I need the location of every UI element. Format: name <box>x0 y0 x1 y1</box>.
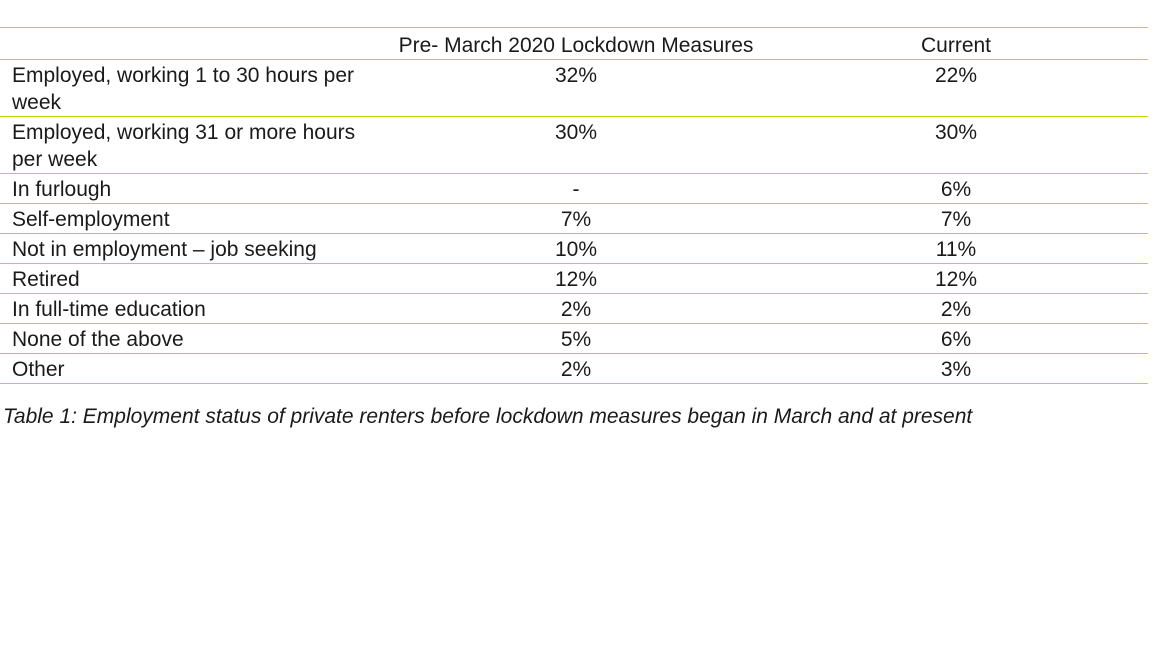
row-current-value: 22% <box>764 59 1148 117</box>
row-current-value: 11% <box>764 233 1148 264</box>
row-pre-value: 32% <box>388 59 764 117</box>
header-label-cell <box>0 27 388 60</box>
row-current-value: 12% <box>764 263 1148 294</box>
table-row: In furlough - 6% <box>0 173 1148 204</box>
row-label: Employed, working 1 to 30 hours per week <box>0 59 388 117</box>
row-label: Self-employment <box>0 203 388 234</box>
row-current-value: 30% <box>764 116 1148 174</box>
row-pre-value: 7% <box>388 203 764 234</box>
table-caption: Table 1: Employment status of private re… <box>3 405 973 428</box>
employment-status-table: Pre- March 2020 Lockdown Measures Curren… <box>0 27 1148 384</box>
table-row: In full-time education 2% 2% <box>0 293 1148 324</box>
row-label: Other <box>0 353 388 384</box>
table-row: Not in employment – job seeking 10% 11% <box>0 233 1148 264</box>
row-current-value: 7% <box>764 203 1148 234</box>
table-header-row: Pre- March 2020 Lockdown Measures Curren… <box>0 27 1148 60</box>
row-label: In full-time education <box>0 293 388 324</box>
table-row: Retired 12% 12% <box>0 263 1148 294</box>
row-current-value: 3% <box>764 353 1148 384</box>
table-row: Employed, working 31 or more hours per w… <box>0 116 1148 174</box>
header-pre-lockdown: Pre- March 2020 Lockdown Measures <box>388 27 764 60</box>
row-current-value: 2% <box>764 293 1148 324</box>
row-pre-value: 30% <box>388 116 764 174</box>
row-label: Employed, working 31 or more hours per w… <box>0 116 388 174</box>
row-pre-value: 10% <box>388 233 764 264</box>
row-current-value: 6% <box>764 173 1148 204</box>
row-label: Retired <box>0 263 388 294</box>
row-current-value: 6% <box>764 323 1148 354</box>
table-row: Self-employment 7% 7% <box>0 203 1148 234</box>
row-pre-value: 12% <box>388 263 764 294</box>
table-row: Other 2% 3% <box>0 353 1148 384</box>
employment-table-container: Pre- March 2020 Lockdown Measures Curren… <box>0 27 1148 384</box>
row-pre-value: 2% <box>388 353 764 384</box>
row-pre-value: 2% <box>388 293 764 324</box>
row-label: In furlough <box>0 173 388 204</box>
row-label: Not in employment – job seeking <box>0 233 388 264</box>
table-row: Employed, working 1 to 30 hours per week… <box>0 59 1148 117</box>
header-current: Current <box>764 27 1148 60</box>
row-pre-value: 5% <box>388 323 764 354</box>
table-row: None of the above 5% 6% <box>0 323 1148 354</box>
row-pre-value: - <box>388 173 764 204</box>
row-label: None of the above <box>0 323 388 354</box>
